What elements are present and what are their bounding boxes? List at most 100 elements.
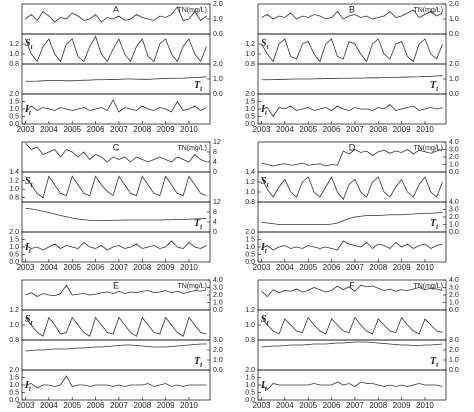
y-tick-label: 1.0	[9, 382, 19, 389]
x-tick-label: 2004	[40, 125, 58, 134]
y-tick-label: 2.0	[213, 61, 223, 68]
y-tick-label: 3.0	[449, 146, 459, 153]
y-tick-label: 0.0	[213, 307, 223, 314]
label-main: S	[261, 176, 267, 187]
series-line	[25, 99, 207, 113]
series-line	[25, 76, 207, 82]
y-tick-label: 2.0	[449, 347, 459, 354]
x-tick-label: 2006	[323, 263, 341, 272]
x-tick-label: 2006	[87, 125, 105, 134]
subplot-label: Tt	[430, 356, 439, 368]
label-main: I	[24, 380, 30, 391]
subplot-label: St	[25, 314, 34, 326]
label-main: I	[24, 242, 30, 253]
series-line	[25, 6, 207, 23]
x-tick-label: 2008	[369, 401, 387, 410]
subplot-label: Tt	[194, 80, 203, 92]
x-tick-label: 2010	[416, 125, 434, 134]
y-tick-label: 0	[213, 229, 217, 236]
series-line	[261, 240, 443, 251]
y-tick-label: 0.0	[213, 367, 223, 374]
label-main: S	[25, 176, 31, 187]
x-tick-label: 2006	[323, 401, 341, 410]
x-tick-label: 2003	[253, 125, 271, 134]
y-tick-label: 12	[213, 139, 221, 146]
x-tick-label: 2005	[299, 401, 317, 410]
series-line	[261, 212, 443, 225]
y-tick-label: 1.2	[245, 307, 255, 314]
x-tick-label: 2004	[276, 263, 294, 272]
label-sub: t	[267, 181, 270, 189]
y-tick-label: 0.5	[9, 389, 19, 396]
label-main: T	[430, 80, 437, 91]
y-tick-label: 1.4	[9, 169, 19, 176]
y-tick-label: 0.5	[245, 389, 255, 396]
series-line	[261, 103, 443, 118]
x-tick-label: 2007	[110, 263, 128, 272]
y-tick-label: 0.0	[213, 91, 223, 98]
y-tick-label: 2.0	[213, 1, 223, 8]
series-line	[25, 207, 207, 221]
y-tick-label: 1.0	[213, 16, 223, 23]
y-tick-label: 2.0	[449, 1, 459, 8]
series-line	[261, 149, 443, 167]
y-tick-label: 4.0	[213, 277, 223, 284]
x-tick-label: 2010	[180, 263, 198, 272]
label-main: S	[261, 38, 267, 49]
y-tick-label: 0.5	[245, 113, 255, 120]
y-tick-label: 3.0	[449, 206, 459, 213]
subplot-label: It	[24, 380, 32, 392]
x-tick-label: 2007	[346, 125, 364, 134]
label-sub: t	[200, 85, 203, 93]
x-tick-label: 2003	[17, 401, 35, 410]
x-tick-label: 2008	[369, 125, 387, 134]
x-tick-label: 2010	[416, 263, 434, 272]
subplot-label: Tt	[430, 80, 439, 92]
series-line	[261, 381, 443, 391]
y-tick-label: 1.0	[9, 322, 19, 329]
y-tick-label: 0.8	[245, 199, 255, 206]
y-tick-label: 8	[213, 209, 217, 216]
y-tick-label: 0.0	[9, 121, 19, 128]
label-main: T	[430, 218, 437, 229]
x-tick-label: 2004	[40, 401, 58, 410]
y-tick-label: 0.0	[245, 397, 255, 404]
subplot-label: It	[260, 104, 268, 116]
panel-title: C	[113, 142, 120, 152]
y-tick-label: 3.0	[449, 284, 459, 291]
panel-title: B	[349, 4, 355, 14]
x-tick-label: 2005	[299, 125, 317, 134]
x-tick-label: 2006	[87, 401, 105, 410]
series-line	[261, 9, 443, 20]
label-sub: t	[31, 43, 34, 51]
y-tick-label: 3.0	[213, 284, 223, 291]
y-tick-label: 4	[213, 219, 217, 226]
series-line	[261, 75, 443, 81]
y-tick-label: 1.0	[245, 189, 255, 196]
x-tick-label: 2009	[157, 125, 175, 134]
label-sub: t	[200, 361, 203, 369]
label-main: S	[25, 38, 31, 49]
y-tick-label: 0.8	[9, 337, 19, 344]
y-tick-label: 3.0	[213, 337, 223, 344]
label-main: I	[260, 104, 266, 115]
subplot-label: TN(mg/L)	[413, 283, 443, 290]
subplot-frame	[257, 201, 447, 233]
y-tick-label: 1.0	[213, 357, 223, 364]
y-tick-label: 1.0	[245, 51, 255, 58]
y-tick-label: 2.0	[213, 347, 223, 354]
x-tick-label: 2005	[63, 125, 81, 134]
label-sub: t	[436, 223, 439, 231]
subplot-label: TN(mg/L)	[413, 7, 443, 14]
series-line	[25, 375, 207, 389]
subplot-label: St	[25, 176, 34, 188]
y-tick-label: 0.0	[449, 91, 459, 98]
y-tick-label: 4	[213, 159, 217, 166]
y-tick-label: 12	[213, 199, 221, 206]
x-tick-label: 2007	[110, 125, 128, 134]
x-tick-label: 2007	[346, 263, 364, 272]
y-tick-label: 1.0	[245, 322, 255, 329]
label-sub: t	[31, 181, 34, 189]
y-tick-label: 1.2	[9, 307, 19, 314]
subplot-label: St	[261, 38, 270, 50]
